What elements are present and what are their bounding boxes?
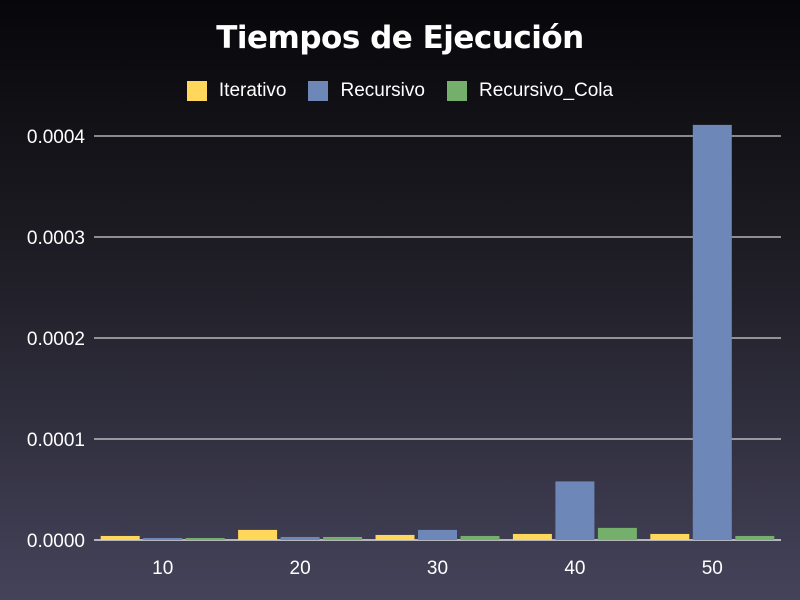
y-tick-label: 0.0000 [27,531,85,552]
bar-recursivo-cola-40 [597,527,637,540]
bar-recursivo-30 [418,529,457,540]
legend-label-recursivo: Recursivo [340,80,425,101]
bar-iterativo-20 [238,529,278,540]
legend-label-recursivo-cola: Recursivo_Cola [478,80,614,101]
legend-swatch-iterativo [186,81,207,101]
bar-recursivo-10 [143,537,183,540]
y-axis: 0.0000 0.0001 0.0002 0.0003 0.0004 [27,127,86,552]
x-axis: 10 20 30 40 50 [152,558,723,579]
y-tick-label: 0.0001 [27,430,85,451]
legend-swatch-recursivo-cola [446,81,467,101]
y-tick-label: 0.0003 [27,228,85,249]
x-tick-label: 10 [152,558,173,579]
legend-item-recursivo: Recursivo [308,80,425,102]
x-tick-label: 30 [427,558,448,579]
bar-recursivo-50 [692,124,732,540]
legend: Iterativo Recursivo Recursivo_Cola [0,80,800,102]
y-tick-label: 0.0004 [27,127,86,148]
x-tick-label: 20 [290,558,311,579]
chart-title: Tiempos de Ejecución [216,20,584,56]
legend-swatch-recursivo [308,81,329,101]
bar-recursivo-40 [555,481,595,540]
legend-item-recursivo-cola: Recursivo_Cola [446,80,614,102]
bar-iterativo-40 [512,533,552,540]
grid-lines [94,135,781,541]
bar-recursivo-20 [280,536,320,540]
bar-recursivo-cola-50 [735,535,775,540]
bar-recursivo-cola-20 [323,536,363,540]
bar-iterativo-10 [100,535,140,540]
legend-item-iterativo: Iterativo [186,80,287,102]
y-tick-label: 0.0002 [27,329,85,350]
x-tick-label: 50 [702,558,723,579]
legend-label-iterativo: Iterativo [218,80,287,101]
x-tick-label: 40 [564,558,585,579]
bar-iterativo-30 [375,534,415,540]
bars [100,124,775,540]
bar-iterativo-50 [650,533,690,540]
bar-recursivo-cola-30 [460,535,500,540]
bar-recursivo-cola-10 [185,537,225,540]
